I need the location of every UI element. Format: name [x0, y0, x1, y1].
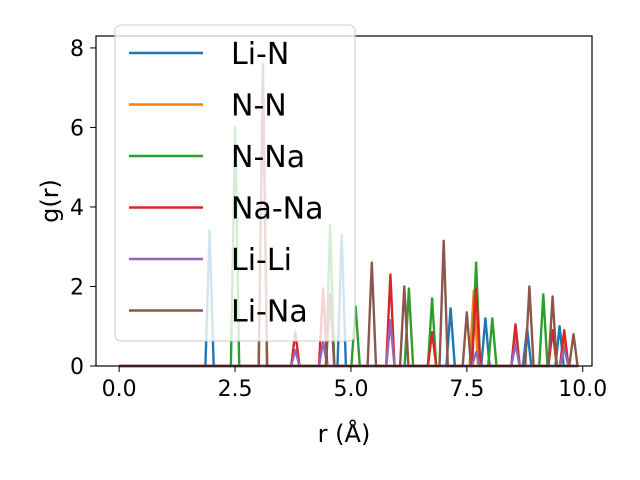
y-tick-label: 2 [70, 275, 84, 300]
x-tick-label: 2.5 [218, 377, 253, 402]
legend-entry-label: N-N [231, 89, 287, 124]
legend-entry-label: Li-Na [231, 295, 308, 330]
y-tick-label: 8 [70, 37, 84, 62]
x-tick-label: 0.0 [102, 377, 137, 402]
legend-entry-label: N-Na [231, 140, 305, 175]
legend-entry-label: Na-Na [231, 192, 323, 227]
legend-entry-label: Li-N [231, 37, 289, 72]
x-tick-label: 7.5 [449, 377, 484, 402]
legend: Li-N N-N N-Na Na-Na Li-Li Li-Na [114, 24, 356, 342]
x-axis-title: r (Å) [318, 419, 371, 448]
y-axis: 0 2 4 6 8 [70, 37, 96, 380]
x-tick-label: 10.0 [558, 377, 607, 402]
y-tick-label: 4 [70, 196, 84, 221]
legend-entry-label: Li-Li [231, 243, 292, 278]
y-axis-title: g(r) [36, 179, 64, 223]
y-tick-label: 0 [70, 355, 84, 380]
y-tick-label: 6 [70, 116, 84, 141]
x-tick-label: 5.0 [333, 377, 368, 402]
x-axis: 0.0 2.5 5.0 7.5 10.0 [102, 366, 607, 402]
